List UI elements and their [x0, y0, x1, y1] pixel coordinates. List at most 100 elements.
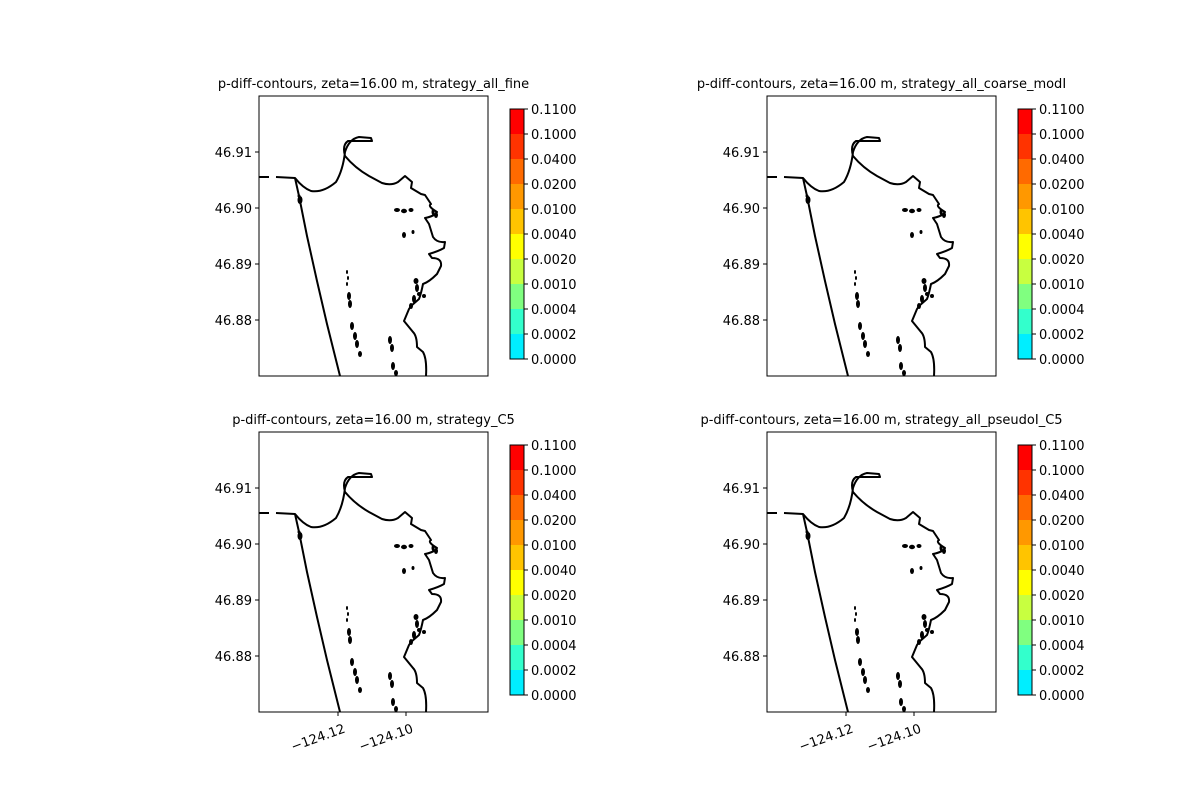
- colorbar-segment: [1018, 284, 1032, 309]
- colorbar-tick-label: 0.0000: [1039, 353, 1085, 368]
- coastline-island: [917, 303, 921, 309]
- colorbar-tick-label: 0.1000: [531, 464, 577, 479]
- coastline-island: [347, 628, 351, 636]
- colorbar-segment: [510, 520, 524, 545]
- coastline-island: [434, 212, 438, 218]
- axes-frame: [258, 95, 489, 377]
- coastline-island: [910, 232, 914, 238]
- colorbar-segment: [510, 184, 524, 209]
- coastline-island: [347, 276, 349, 280]
- coastline-segment: [783, 472, 954, 713]
- coastline-island: [899, 362, 903, 370]
- coastline-island: [930, 294, 934, 298]
- coastline-island: [353, 332, 357, 340]
- colorbar-segment: [1018, 109, 1032, 134]
- colorbar-tick-label: 0.1100: [1039, 103, 1085, 118]
- coastline-island: [431, 209, 435, 215]
- colorbar-segment: [510, 234, 524, 259]
- colorbar-segment: [510, 620, 524, 645]
- coastline-island: [921, 614, 927, 620]
- colorbar-tick-label: 0.0400: [1039, 153, 1085, 168]
- coastline-island: [919, 230, 923, 234]
- axes-frame: [766, 431, 997, 713]
- colorbar-tick-label: 0.0004: [1039, 303, 1085, 318]
- colorbar-tick-label: 0.1000: [1039, 464, 1085, 479]
- coastline-island: [348, 300, 352, 308]
- y-tick-label: 46.89: [723, 258, 760, 273]
- colorbar-tick-label: 0.0100: [531, 203, 577, 218]
- coastline-island: [916, 208, 922, 212]
- colorbar-segment: [1018, 520, 1032, 545]
- coastline-island: [854, 618, 856, 622]
- coastline-island: [916, 544, 922, 548]
- colorbar-tick-label: 0.0020: [531, 253, 577, 268]
- coastline-island: [856, 300, 860, 308]
- colorbar-segment: [1018, 209, 1032, 234]
- coastline-island: [347, 292, 351, 300]
- colorbar-tick-label: 0.0004: [531, 639, 577, 654]
- coastline-island: [355, 676, 359, 684]
- colorbar-segment: [1018, 645, 1032, 670]
- coastline-island: [390, 344, 394, 352]
- x-tick-label: −124.10: [865, 722, 923, 755]
- coastline-island: [902, 208, 908, 212]
- colorbar-segment: [1018, 445, 1032, 470]
- colorbar-tick-label: 0.1100: [1039, 439, 1085, 454]
- coastline-island: [863, 676, 867, 684]
- coastline-island: [942, 212, 946, 218]
- colorbar-tick-label: 0.0002: [531, 664, 577, 679]
- coastline-island: [858, 658, 862, 666]
- coastline-island: [805, 532, 811, 540]
- colorbar-segment: [1018, 595, 1032, 620]
- colorbar-tick-label: 0.0200: [1039, 178, 1085, 193]
- colorbar-tick-label: 0.0002: [1039, 328, 1085, 343]
- axes-frame: [258, 431, 489, 713]
- colorbar-tick-label: 0.0200: [1039, 514, 1085, 529]
- colorbar-segment: [1018, 184, 1032, 209]
- coastline-island: [413, 614, 419, 620]
- colorbar-segment: [510, 259, 524, 284]
- colorbar-segment: [1018, 159, 1032, 184]
- colorbar-tick-label: 0.0004: [531, 303, 577, 318]
- coastline-island: [391, 362, 395, 370]
- colorbar-tick-label: 0.0010: [531, 614, 577, 629]
- colorbar-segment: [510, 470, 524, 495]
- colorbar-tick-label: 0.0200: [531, 178, 577, 193]
- colorbar-tick-label: 0.0400: [531, 489, 577, 504]
- colorbar-segment: [510, 334, 524, 359]
- coastline-island: [412, 631, 416, 639]
- colorbar-segment: [1018, 570, 1032, 595]
- colorbar-segment: [1018, 309, 1032, 334]
- coastline-island: [855, 292, 859, 300]
- coastline-island: [919, 566, 923, 570]
- coastline-island: [902, 544, 908, 548]
- x-tick-label: −124.12: [797, 722, 855, 755]
- colorbar-segment: [510, 134, 524, 159]
- coastline-island: [346, 618, 348, 622]
- colorbar-segment: [510, 570, 524, 595]
- coastline-island: [408, 544, 414, 548]
- y-tick-label: 46.89: [723, 594, 760, 609]
- coastline: [259, 136, 446, 377]
- coastline-island: [422, 630, 426, 634]
- coastline-island: [408, 208, 414, 212]
- coastline-island: [910, 568, 914, 574]
- coastline-island: [858, 322, 862, 330]
- coastline: [259, 472, 446, 713]
- coastline-island: [896, 672, 900, 680]
- y-tick-label: 46.88: [723, 650, 760, 665]
- coastline-island: [899, 698, 903, 706]
- coastline-segment: [783, 136, 954, 377]
- coastline-segment: [275, 472, 446, 713]
- colorbar-tick-label: 0.0002: [1039, 664, 1085, 679]
- coastline-island: [925, 292, 929, 296]
- coastline-island: [805, 196, 811, 204]
- coastline-segment: [275, 136, 446, 377]
- colorbar-tick-label: 0.0200: [531, 514, 577, 529]
- coastline-island: [394, 208, 400, 212]
- colorbar-segment: [1018, 470, 1032, 495]
- coastline-island: [921, 278, 927, 284]
- colorbar-tick-label: 0.0010: [1039, 614, 1085, 629]
- colorbar-tick-label: 0.0100: [1039, 203, 1085, 218]
- colorbar-tick-label: 0.0020: [531, 589, 577, 604]
